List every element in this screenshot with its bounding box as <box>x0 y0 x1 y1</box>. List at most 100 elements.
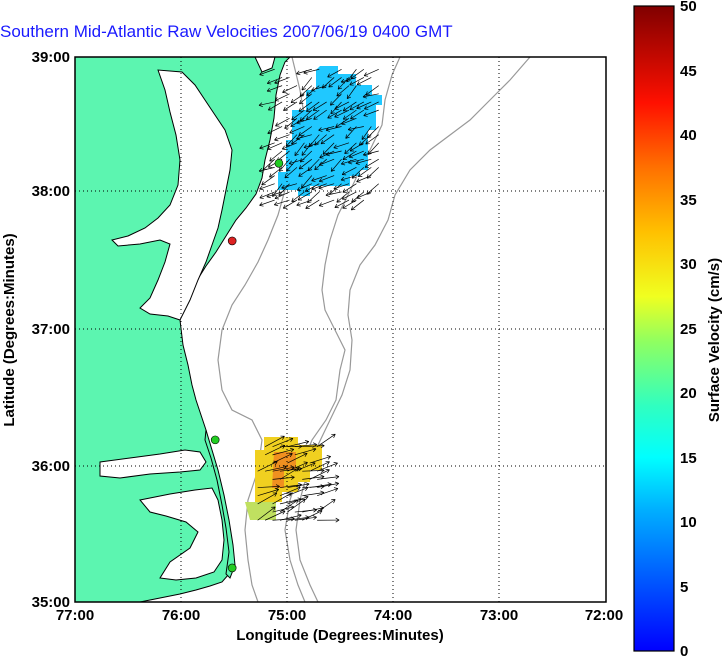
velocity-arrowhead <box>307 198 312 204</box>
velocity-arrowhead <box>346 94 352 100</box>
station-delmarva <box>274 158 284 168</box>
velocity-arrow <box>258 101 275 106</box>
x-tick: 77:00 <box>56 607 94 624</box>
velocity-arrowhead <box>272 192 277 197</box>
outer-banks <box>204 429 236 579</box>
velocity-patch-south-tail <box>245 502 276 520</box>
velocity-arrowhead <box>298 172 303 177</box>
velocity-arrow <box>284 167 298 179</box>
velocity-arrowhead <box>273 201 279 207</box>
velocity-arrow <box>306 109 320 120</box>
velocity-arrow <box>312 101 327 111</box>
velocity-arrowhead <box>301 498 306 503</box>
velocity-arrowhead <box>356 194 361 200</box>
velocity-arrow <box>259 183 275 190</box>
velocity-arrowhead <box>327 73 332 78</box>
velocity-arrowhead <box>340 160 346 166</box>
colorbar-tick: 15 <box>680 450 697 467</box>
velocity-arrow <box>279 514 302 521</box>
velocity-arrow <box>309 469 330 480</box>
velocity-arrow <box>290 93 305 103</box>
velocity-arrowhead <box>269 157 274 162</box>
velocity-arrowhead <box>335 517 340 523</box>
velocity-arrowhead <box>325 460 330 466</box>
velocity-arrowhead <box>306 107 311 112</box>
velocity-arrow <box>303 68 320 74</box>
velocity-arrow <box>359 134 372 146</box>
velocity-arrowhead <box>325 127 330 132</box>
velocity-arrowhead <box>312 106 318 111</box>
velocity-arrow <box>300 150 313 163</box>
velocity-arrow <box>307 191 320 203</box>
velocity-arrow <box>266 85 283 92</box>
station-chincoteague <box>227 236 237 246</box>
velocity-arrowhead <box>362 93 367 99</box>
isobath-outer <box>295 57 531 602</box>
velocity-arrow <box>348 126 364 130</box>
velocity-arrowhead <box>365 140 370 145</box>
velocity-arrowhead <box>278 167 284 172</box>
velocity-arrow <box>286 158 298 172</box>
velocity-arrow <box>279 484 302 488</box>
velocity-arrowhead <box>348 153 354 159</box>
velocity-arrow <box>287 516 310 521</box>
colorbar-tick: 40 <box>680 127 697 144</box>
velocity-arrowhead <box>266 80 272 85</box>
velocity-arrowhead <box>349 105 354 111</box>
velocity-arrow <box>334 199 350 208</box>
velocity-arrowhead <box>267 145 272 151</box>
velocity-arrowhead <box>314 141 319 146</box>
velocity-arrow <box>264 435 285 447</box>
velocity-arrowhead <box>356 178 361 183</box>
velocity-arrow <box>294 142 305 156</box>
velocity-arrow <box>349 150 365 158</box>
velocity-arrowhead <box>269 173 274 178</box>
velocity-arrowhead <box>340 78 346 84</box>
velocity-arrow <box>356 101 372 109</box>
velocity-arrow <box>275 118 290 127</box>
velocity-arrow <box>342 191 357 200</box>
velocity-arrow <box>341 158 357 165</box>
velocity-arrowhead <box>318 509 323 515</box>
velocity-arrowhead <box>366 174 371 179</box>
velocity-arrow <box>264 510 286 521</box>
velocity-arrowhead <box>311 186 316 191</box>
velocity-arrow <box>356 77 372 86</box>
velocity-arrowhead <box>296 119 301 125</box>
velocity-arrow <box>318 126 335 131</box>
velocity-arrow <box>282 85 298 93</box>
velocity-arrowhead <box>281 184 286 190</box>
velocity-arrowhead <box>306 91 311 96</box>
velocity-arrowhead <box>301 183 306 189</box>
velocity-arrow <box>299 85 313 97</box>
velocity-arrowhead <box>299 158 305 163</box>
velocity-arrow <box>298 158 313 170</box>
colorbar-tick: 25 <box>680 321 697 338</box>
velocity-arrow <box>327 109 342 119</box>
velocity-arrowhead <box>275 122 280 127</box>
velocity-arrow <box>365 134 379 145</box>
velocity-arrowhead <box>283 106 288 111</box>
velocity-arrowhead <box>303 461 308 466</box>
velocity-arrow <box>309 456 331 464</box>
velocity-arrow <box>330 158 342 172</box>
velocity-arrowhead <box>266 87 272 93</box>
velocity-arrowhead <box>299 100 304 105</box>
velocity-arrow <box>348 158 364 164</box>
velocity-arrow <box>356 191 372 199</box>
velocity-arrow <box>272 466 295 472</box>
velocity-arrowhead <box>334 105 339 110</box>
velocity-arrow <box>272 453 293 464</box>
velocity-arrowhead <box>361 135 366 140</box>
velocity-arrowhead <box>305 482 310 487</box>
velocity-arrowhead <box>285 142 290 147</box>
velocity-arrow <box>325 150 342 156</box>
velocity-arrowhead <box>308 142 313 148</box>
velocity-arrowhead <box>259 202 264 207</box>
velocity-arrow <box>336 85 350 97</box>
velocity-arrow <box>291 109 305 121</box>
velocity-arrow <box>346 69 357 83</box>
colorbar-tick: 0 <box>680 643 688 659</box>
velocity-arrow <box>317 462 338 472</box>
velocity-arrowhead <box>280 444 286 449</box>
